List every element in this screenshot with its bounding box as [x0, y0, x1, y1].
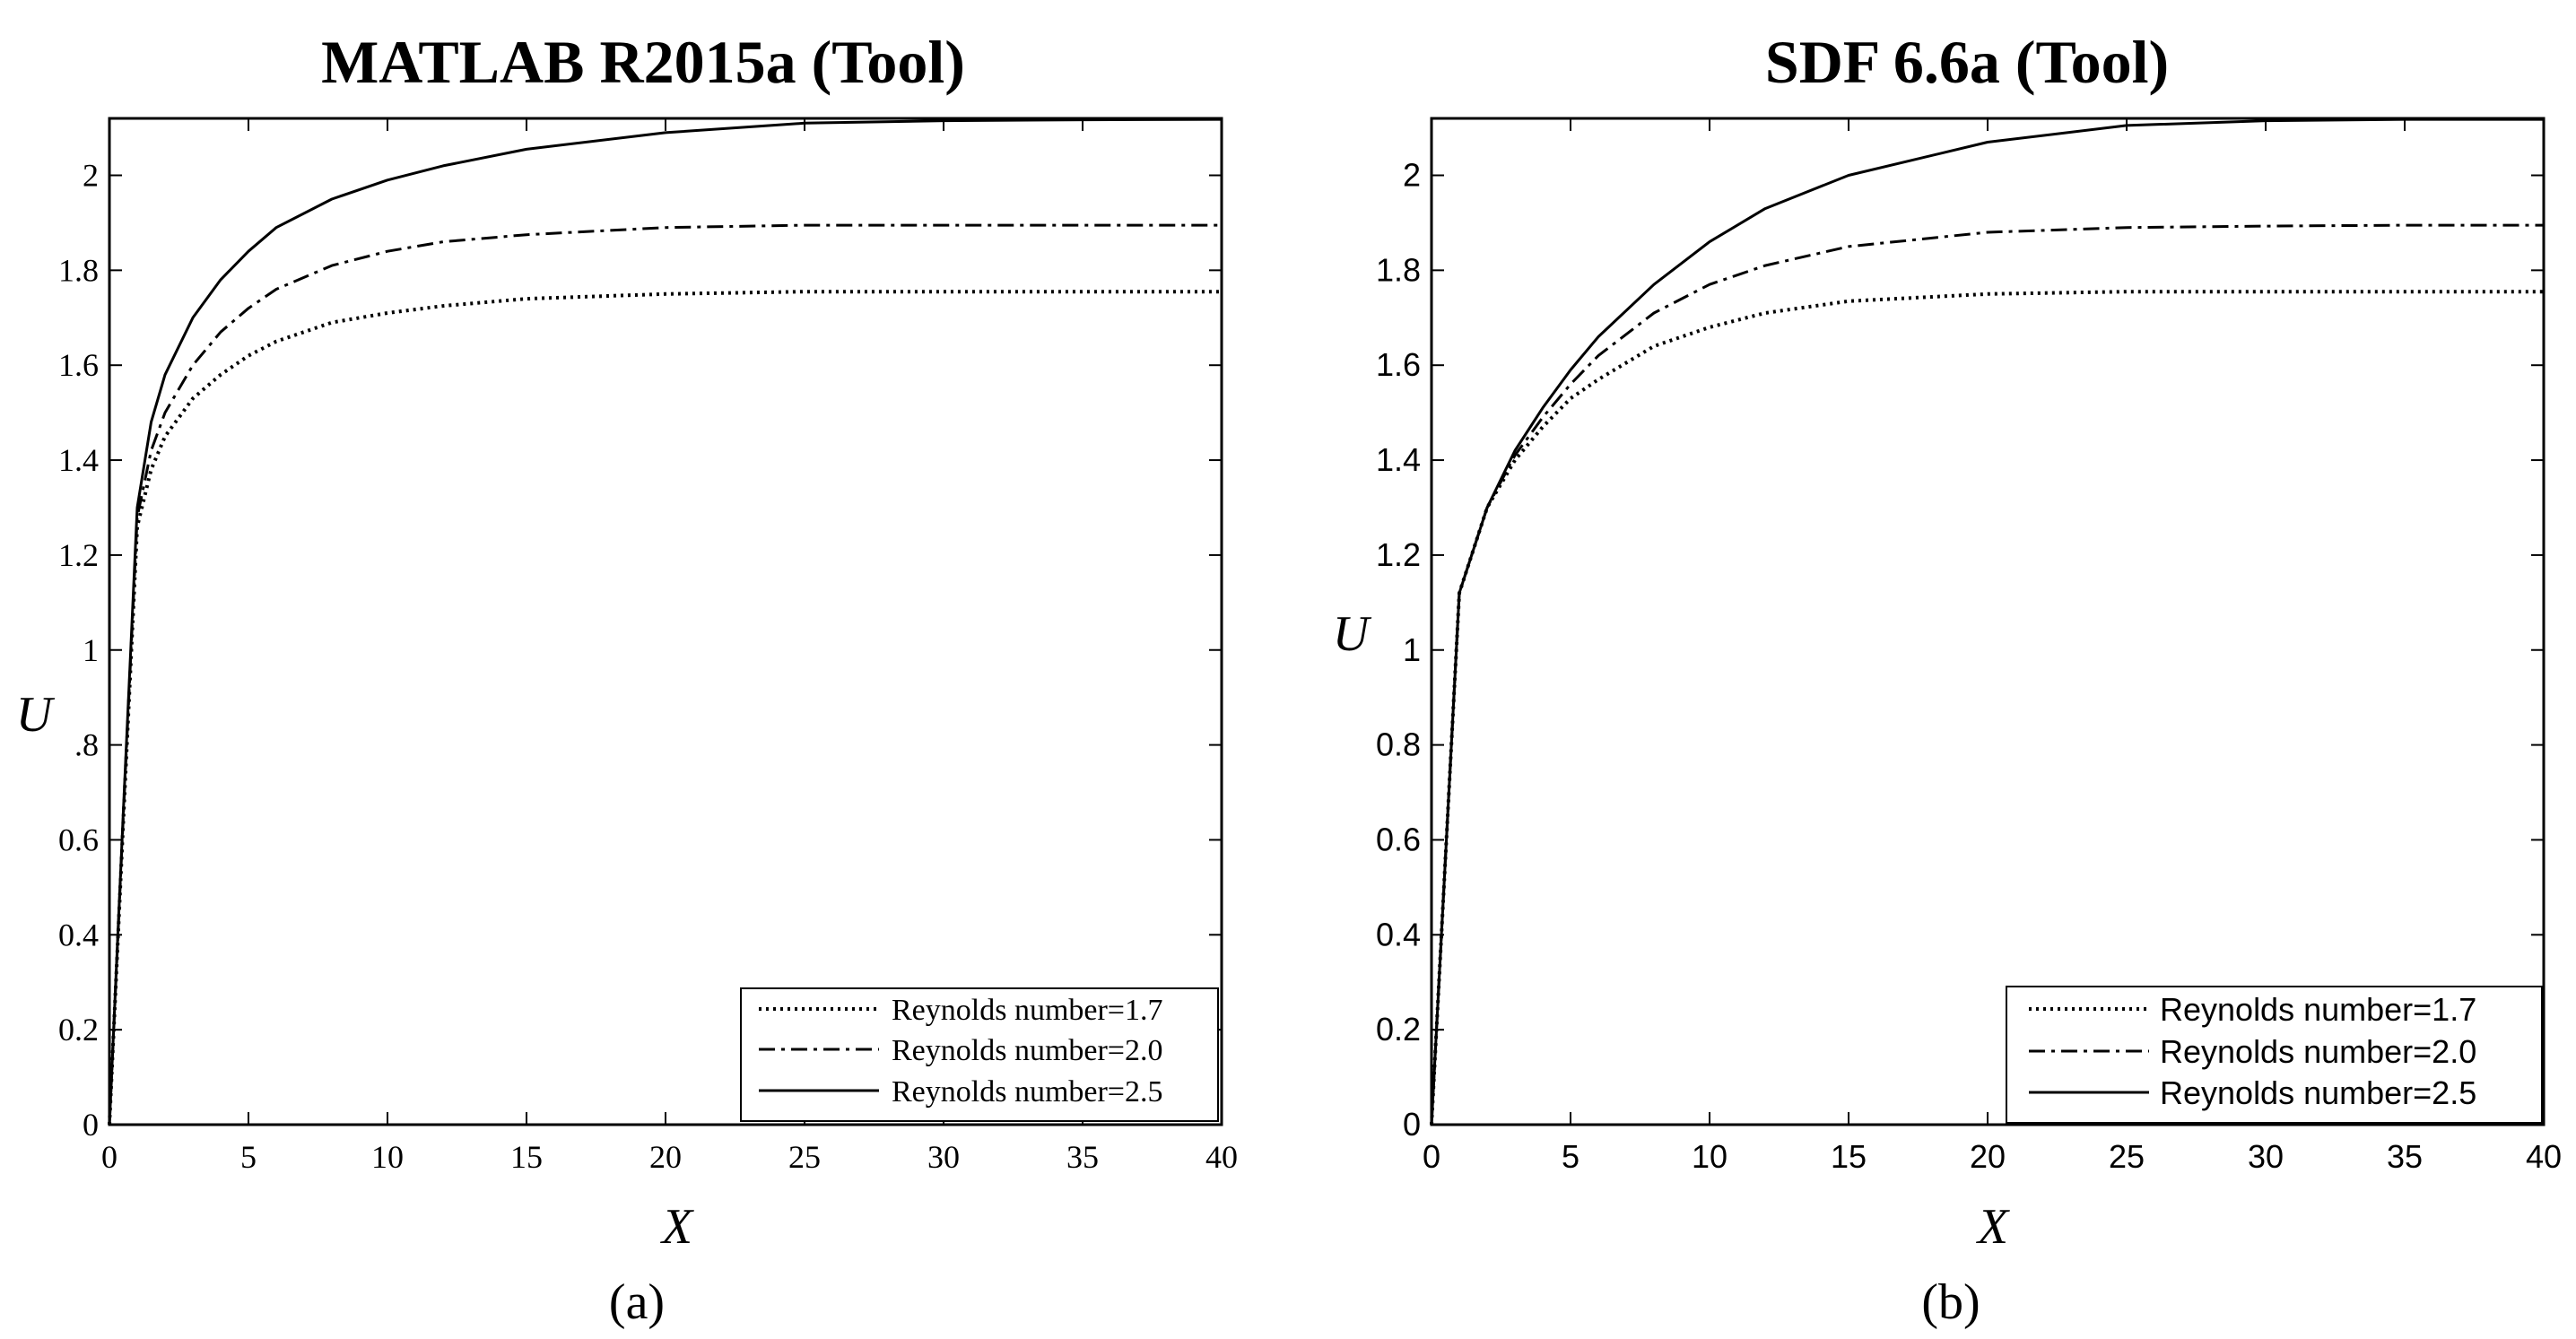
panel-a-ytick-label: 0.6 — [58, 822, 99, 857]
panel-a-caption: (a) — [609, 1274, 665, 1330]
panel-a-ytick-label: 0 — [83, 1107, 99, 1143]
panel-a-legend-label-2: Reynolds number=2.0 — [892, 1034, 1162, 1067]
panel-b: SDF 6.6a (Tool) 0 5 10 15 20 25 30 35 40 0 0.2 0.4 0… — [1333, 28, 2562, 1330]
panel-b-ytick-label: 0.6 — [1376, 821, 1421, 857]
panel-a-legend-entry-3: Reynolds number=2.5 — [759, 1075, 1162, 1109]
panel-b-xtick-label: 5 — [1562, 1138, 1580, 1175]
panel-a-plot-frame — [108, 117, 1223, 1126]
panel-b-ytick-label: 1.4 — [1376, 441, 1421, 478]
panel-b-xtick-label: 20 — [1970, 1138, 2006, 1175]
panel-a-series-dotted-line — [108, 290, 1222, 1126]
panel-b-xlabel: X — [1976, 1199, 2011, 1255]
panel-a-series-dashdot-line — [108, 223, 1222, 1126]
panel-b-xtick-label: 40 — [2526, 1138, 2562, 1175]
panel-a-ytick-label: 1.2 — [58, 537, 99, 573]
panel-b-xtick-label: 0 — [1423, 1138, 1440, 1175]
panel-a: MATLAB R2015a (Tool) 0 5 10 15 20 25 30 35 40 0 0.… — [16, 28, 1238, 1330]
panel-b-legend-label-3: Reynolds number=2.5 — [2160, 1074, 2476, 1111]
panel-a-ytick-label: 0.2 — [58, 1012, 99, 1048]
panel-b-plot-frame — [1430, 117, 2546, 1126]
panel-b-ylabel: U — [1333, 606, 1372, 662]
panel-a-ytick-label: 1.4 — [58, 442, 99, 478]
panel-b-xtick-label: 30 — [2248, 1138, 2284, 1175]
panel-a-xtick-label: 40 — [1205, 1139, 1238, 1175]
panel-b-ytick-label: 1.8 — [1376, 251, 1421, 288]
panel-a-ytick-label: 0.4 — [58, 917, 99, 952]
panel-b-ytick-label: 0 — [1403, 1106, 1421, 1143]
panel-a-ytick-label: 2 — [83, 158, 99, 194]
panel-b-caption: (b) — [1921, 1274, 1980, 1330]
panel-b-legend-label-1: Reynolds number=1.7 — [2160, 991, 2476, 1028]
panel-a-xtick-label: 15 — [510, 1139, 543, 1175]
panel-b-legend-entry-1: Reynolds number=1.7 — [2029, 991, 2476, 1028]
panel-a-xtick-label: 30 — [927, 1139, 960, 1175]
panel-b-xtick-label: 25 — [2109, 1138, 2145, 1175]
panel-b-ytick-label: 1 — [1403, 631, 1421, 668]
panel-b-lines — [1430, 117, 2544, 1126]
panel-a-legend-label-3: Reynolds number=2.5 — [892, 1075, 1162, 1109]
panel-b-series-dotted-line — [1430, 290, 2544, 1126]
panel-a-legend-label-1: Reynolds number=1.7 — [892, 994, 1162, 1027]
panel-a-xlabel: X — [660, 1199, 695, 1255]
panel-a-ytick-label: .8 — [74, 727, 99, 763]
panel-a-xtick-label: 0 — [101, 1139, 117, 1175]
panel-b-ytick-label: 0.8 — [1376, 726, 1421, 763]
panel-a-xtick-label: 20 — [649, 1139, 682, 1175]
panel-b-ytick-label: 1.2 — [1376, 536, 1421, 573]
panel-b-xtick-label: 35 — [2387, 1138, 2423, 1175]
panel-a-ytick-label: 1 — [83, 632, 99, 668]
panel-a-xtick-label: 5 — [240, 1139, 257, 1175]
panel-b-legend: Reynolds number=1.7 Reynolds number=2.0 … — [2006, 986, 2543, 1124]
panel-a-series-solid-line — [108, 117, 1223, 1126]
panel-b-legend-entry-2: Reynolds number=2.0 — [2029, 1033, 2476, 1070]
panel-a-legend-entry-1: Reynolds number=1.7 — [759, 994, 1162, 1027]
panel-b-series-solid-line — [1430, 117, 2544, 1126]
panel-a-ytick-label: 1.8 — [58, 252, 99, 288]
panel-b-ytick-label: 2 — [1403, 157, 1421, 194]
panel-b-legend-entry-3: Reynolds number=2.5 — [2029, 1074, 2476, 1111]
panel-a-xtick-label: 35 — [1066, 1139, 1099, 1175]
panel-a-xtick-label: 10 — [371, 1139, 404, 1175]
panel-a-legend-box — [740, 987, 1219, 1122]
panel-b-xtick-label: 15 — [1831, 1138, 1867, 1175]
panel-b-ytick-label: 0.4 — [1376, 916, 1421, 952]
panel-a-ytick-label: 1.6 — [58, 347, 99, 383]
panel-b-ytick-label: 0.2 — [1376, 1011, 1421, 1048]
panel-a-legend: Reynolds number=1.7 Reynolds number=2.0 … — [740, 987, 1219, 1122]
panel-a-title: MATLAB R2015a (Tool) — [321, 28, 965, 96]
panel-b-ytick-label: 1.6 — [1376, 346, 1421, 383]
panel-a-ylabel: U — [16, 687, 56, 743]
panel-a-xtick-label: 25 — [788, 1139, 821, 1175]
panel-b-title: SDF 6.6a (Tool) — [1765, 28, 2169, 96]
panel-b-legend-label-2: Reynolds number=2.0 — [2160, 1033, 2476, 1070]
panel-b-xtick-label: 10 — [1692, 1138, 1727, 1175]
panel-a-lines — [108, 117, 1223, 1126]
panel-a-legend-entry-2: Reynolds number=2.0 — [759, 1034, 1162, 1067]
